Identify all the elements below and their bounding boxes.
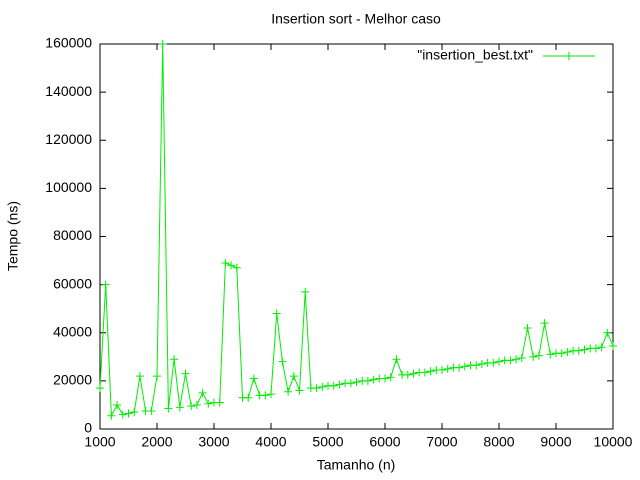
data-point <box>147 406 156 415</box>
data-point <box>204 399 213 408</box>
y-axis-label: Tempo (ns) <box>5 201 21 271</box>
data-point <box>170 355 179 364</box>
data-point <box>118 410 127 419</box>
data-point <box>529 352 538 361</box>
x-tick-label: 4000 <box>255 434 286 450</box>
data-line <box>99 43 614 418</box>
data-point <box>335 380 344 389</box>
data-point <box>215 398 224 407</box>
data-point <box>609 341 617 350</box>
data-point <box>198 388 207 397</box>
data-point <box>352 378 361 387</box>
data-point <box>563 348 572 356</box>
data-point <box>261 391 270 400</box>
x-tick-label: 5000 <box>312 434 343 450</box>
x-tick-label: 1000 <box>84 434 115 450</box>
data-point <box>278 357 287 366</box>
data-point <box>409 369 418 378</box>
data-point <box>517 354 526 363</box>
data-point <box>597 343 606 352</box>
y-tick-label: 0 <box>84 420 92 436</box>
plot-border <box>99 43 614 430</box>
data-point <box>130 408 139 417</box>
data-point <box>523 323 532 332</box>
data-point <box>107 411 116 420</box>
data-point <box>158 40 167 48</box>
legend-label: "insertion_best.txt" <box>417 47 533 63</box>
data-point <box>477 360 486 369</box>
data-point <box>249 374 258 383</box>
data-point <box>244 393 253 402</box>
y-tick-label: 140000 <box>45 83 92 99</box>
data-point <box>284 387 293 396</box>
y-tick-label: 80000 <box>53 227 92 243</box>
data-point <box>221 258 230 267</box>
x-tick-label: 8000 <box>483 434 514 450</box>
x-tick-label: 9000 <box>540 434 571 450</box>
data-point <box>227 261 236 270</box>
y-tick-label: 20000 <box>53 372 92 388</box>
y-tick-label: 40000 <box>53 323 92 339</box>
data-point <box>312 384 321 393</box>
data-point <box>386 373 395 382</box>
x-axis-label: Tamanho (n) <box>317 457 396 473</box>
data-point <box>187 402 196 411</box>
data-point <box>540 319 549 328</box>
data-point <box>301 287 310 296</box>
data-point <box>512 355 521 364</box>
data-point <box>534 351 543 360</box>
data-point <box>192 400 201 409</box>
y-tick-label: 100000 <box>45 179 92 195</box>
data-point <box>426 367 435 376</box>
data-point <box>369 375 378 384</box>
y-tick-label: 60000 <box>53 275 92 291</box>
data-point <box>420 368 429 377</box>
data-point <box>495 357 503 366</box>
data-point <box>135 372 144 381</box>
legend-swatch <box>543 52 595 60</box>
data-point <box>591 344 600 353</box>
data-point <box>580 345 589 354</box>
chart-title: Insertion sort - Melhor caso <box>271 11 441 27</box>
data-point <box>574 346 583 355</box>
x-tick-label: 7000 <box>426 434 457 450</box>
data-point <box>546 350 555 359</box>
data-point <box>181 369 190 378</box>
x-tick-label: 2000 <box>141 434 172 450</box>
data-point <box>603 328 612 337</box>
data-point <box>506 356 515 365</box>
data-point <box>318 382 327 391</box>
data-point <box>403 370 412 379</box>
data-point <box>460 362 469 371</box>
data-point <box>272 309 281 318</box>
data-point <box>124 409 133 418</box>
data-point <box>363 376 372 385</box>
data-point <box>101 280 110 289</box>
data-point <box>455 363 464 372</box>
data-point <box>267 390 275 399</box>
data-point <box>557 349 566 358</box>
data-point <box>329 381 338 390</box>
data-point <box>175 403 184 412</box>
data-point <box>381 374 389 383</box>
x-tick-label: 10000 <box>594 434 633 450</box>
data-point <box>443 364 452 373</box>
data-point <box>96 384 104 393</box>
data-point <box>232 263 241 272</box>
data-point <box>289 372 298 381</box>
y-tick-label: 160000 <box>45 35 92 51</box>
data-point <box>438 366 446 375</box>
data-point <box>346 379 355 388</box>
data-point <box>392 355 401 364</box>
x-tick-label: 3000 <box>198 434 229 450</box>
data-point <box>164 404 173 413</box>
data-point <box>295 386 304 395</box>
data-point <box>153 372 161 381</box>
y-tick-label: 120000 <box>45 131 92 147</box>
data-point <box>472 361 481 370</box>
data-point <box>113 400 122 409</box>
data-point <box>489 358 498 367</box>
x-tick-label: 6000 <box>369 434 400 450</box>
